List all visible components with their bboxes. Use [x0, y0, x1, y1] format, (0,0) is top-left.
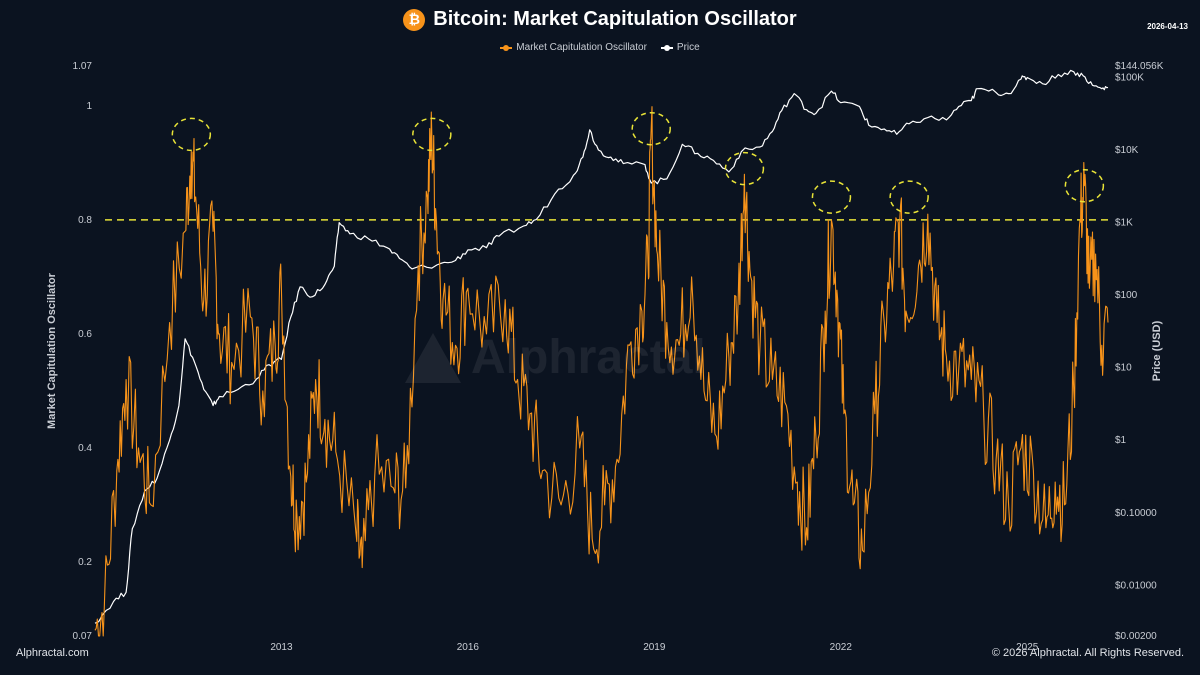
y-right-tick-label: $100 — [1115, 290, 1138, 301]
watermark-logo-icon — [405, 332, 461, 383]
chart-date: 2026-04-13 — [1147, 22, 1188, 31]
y-right-tick-label: $10K — [1115, 145, 1139, 156]
chart-legend: Market Capitulation Oscillator Price — [0, 42, 1200, 53]
highlighted-peak-marker — [171, 117, 212, 152]
highlighted-peak-marker — [1064, 168, 1105, 203]
y-left-tick-label: 0.6 — [78, 329, 92, 340]
legend-swatch-price — [660, 44, 673, 51]
highlighted-peak-marker — [724, 151, 765, 186]
y-right-tick-label: $100K — [1115, 73, 1144, 84]
x-tick-label: 2022 — [830, 642, 853, 653]
chart-title: Bitcoin: Market Capitulation Oscillator — [433, 8, 797, 30]
watermark: Alphractal — [405, 330, 706, 385]
y-left-tick-label: 1 — [86, 101, 92, 112]
y-left-tick-label: 0.4 — [78, 443, 92, 454]
y-left-tick-label: 1.07 — [73, 61, 93, 72]
x-tick-label: 2019 — [643, 642, 666, 653]
footer-copyright: © 2026 Alphractal. All Rights Reserved. — [991, 647, 1184, 659]
highlighted-peak-marker — [889, 180, 929, 214]
y-left-tick-label: 0.07 — [73, 631, 93, 642]
y-left-tick-label: 0.2 — [78, 557, 92, 568]
y-right-axis-title: Price (USD) — [1151, 320, 1163, 381]
chart-header: ₿ Bitcoin: Market Capitulation Oscillato… — [0, 8, 1200, 31]
footer-website[interactable]: Alphractal.com — [16, 647, 89, 659]
y-right-tick-label: $144.056K — [1115, 61, 1164, 72]
y-right-tick-label: $0.00200 — [1115, 631, 1157, 642]
highlighted-peak-marker — [412, 117, 452, 152]
y-right-tick-label: $1 — [1115, 435, 1127, 446]
legend-item-price[interactable]: Price — [660, 42, 700, 53]
legend-label-price: Price — [676, 42, 700, 53]
y-right-tick-label: $10 — [1115, 363, 1132, 374]
price-series-line — [94, 69, 1109, 624]
highlighted-peak-marker — [811, 180, 852, 214]
legend-item-oscillator[interactable]: Market Capitulation Oscillator — [500, 42, 647, 53]
x-tick-label: 2016 — [457, 642, 480, 653]
y-left-axis-title: Market Capitulation Oscillator — [46, 272, 58, 429]
highlighted-peak-marker — [631, 111, 671, 146]
y-right-tick-label: $1K — [1115, 218, 1133, 229]
x-tick-label: 2013 — [270, 642, 293, 653]
y-right-tick-label: $0.10000 — [1115, 508, 1157, 519]
legend-swatch-oscillator — [500, 44, 513, 51]
watermark-text: Alphractal — [471, 331, 706, 384]
x-tick-label: 2025 — [1016, 642, 1039, 653]
legend-label-oscillator: Market Capitulation Oscillator — [516, 42, 647, 53]
bitcoin-icon: ₿ — [403, 8, 426, 31]
y-right-tick-label: $0.01000 — [1115, 580, 1157, 591]
oscillator-series-line — [94, 106, 1109, 637]
y-left-tick-label: 0.8 — [78, 215, 92, 226]
